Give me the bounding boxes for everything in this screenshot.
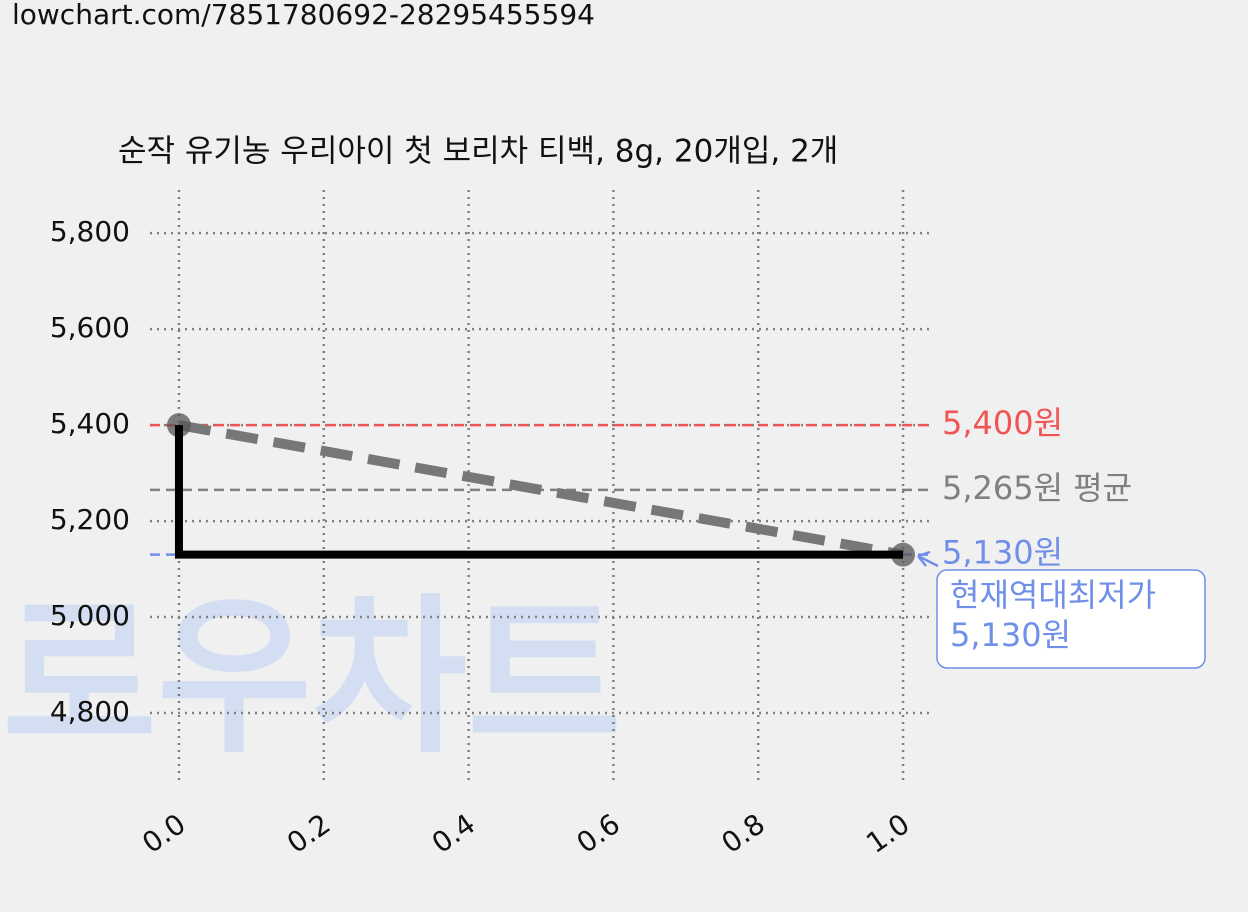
y-tick-label: 5,000 xyxy=(50,599,130,632)
reference-label: 5,265원 평균 xyxy=(942,469,1132,507)
watermark: 로우차트 xyxy=(2,579,622,777)
annotation-box xyxy=(936,569,1206,669)
y-tick-label: 5,600 xyxy=(50,311,130,344)
chart-title: 순작 유기농 우리아이 첫 보리차 티백, 8g, 20개입, 2개 xyxy=(118,134,838,170)
url: lowchart.com/7851780692-28295455594 xyxy=(12,0,595,31)
reference-label: 5,130원 xyxy=(942,534,1063,572)
y-tick-label: 5,200 xyxy=(50,503,130,536)
line xyxy=(174,425,904,559)
y-tick-label: 4,800 xyxy=(50,695,130,728)
annotation-text: 5,130원 xyxy=(950,616,1071,654)
line xyxy=(178,420,904,560)
y-tick-label: 5,800 xyxy=(50,215,130,248)
reference-label: 5,400원 xyxy=(942,404,1063,442)
annotation-arrow xyxy=(917,550,939,568)
y-tick-label: 5,400 xyxy=(50,407,130,440)
annotation-text: 현재역대최저가 xyxy=(950,576,1156,614)
